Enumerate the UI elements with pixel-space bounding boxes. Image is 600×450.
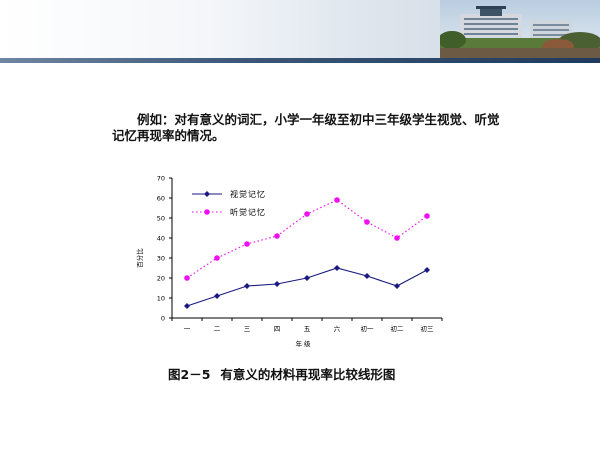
y-tick-label: 0 [161,315,165,323]
data-point-0 [334,265,340,271]
data-point-1 [304,211,310,217]
y-tick-label: 60 [157,195,165,203]
data-point-0 [214,293,220,299]
legend-marker-0 [204,191,210,197]
y-tick-label: 50 [157,215,165,223]
campus-photo [440,0,600,58]
data-point-0 [304,275,310,281]
x-tick-label: 四 [274,325,281,333]
x-tick-label: 六 [334,324,341,333]
data-point-1 [334,197,340,203]
figure-number: 图2－5 [168,367,211,382]
data-point-1 [244,241,250,247]
line-chart: 0 10 20 30 40 50 60 70 一 二 三 四 五 六 初一 初二 初三年 级 百分比 视觉记忆听觉记… [135,175,443,348]
data-point-0 [184,303,190,309]
data-point-0 [274,281,280,287]
data-point-0 [424,267,430,273]
x-tick-label: 三 [244,325,251,333]
figure-caption-text: 有意义的材料再现率比较线形图 [220,367,396,382]
y-tick-label: 20 [157,275,165,283]
data-point-0 [364,273,370,279]
data-point-1 [424,213,430,219]
x-tick-label: 初一 [361,324,375,333]
legend-label-0: 视觉记忆 [230,189,266,199]
y-tick-label: 70 [157,175,165,183]
x-tick-label: 二 [214,325,221,333]
series-line-0 [186,267,428,307]
header-banner [0,0,600,64]
legend-marker-1 [204,209,210,215]
x-axis-title: 年 级 [295,339,311,348]
data-point-0 [394,283,400,289]
y-tick-label: 40 [157,235,165,243]
x-tick-label: 五 [304,325,311,333]
y-tick-label: 10 [157,295,165,303]
data-point-0 [244,283,250,289]
y-axis-title: 百分比 [135,248,144,268]
data-point-1 [364,219,370,225]
banner-rule [0,58,600,63]
y-tick-label: 30 [157,255,165,263]
x-tick-label: 一 [184,325,191,333]
legend-label-1: 听觉记忆 [230,207,266,217]
data-point-1 [394,235,400,241]
intro-text: 例如：对有意义的词汇，小学一年级至初中三年级学生视觉、听觉记忆再现率的情况。 [112,112,500,143]
data-point-1 [184,275,190,281]
x-tick-label: 初二 [391,324,405,333]
figure-caption: 图2－5 有意义的材料再现率比较线形图 [168,364,498,383]
data-point-1 [214,255,220,261]
x-tick-label: 初三 [421,324,435,333]
data-point-1 [274,233,280,239]
